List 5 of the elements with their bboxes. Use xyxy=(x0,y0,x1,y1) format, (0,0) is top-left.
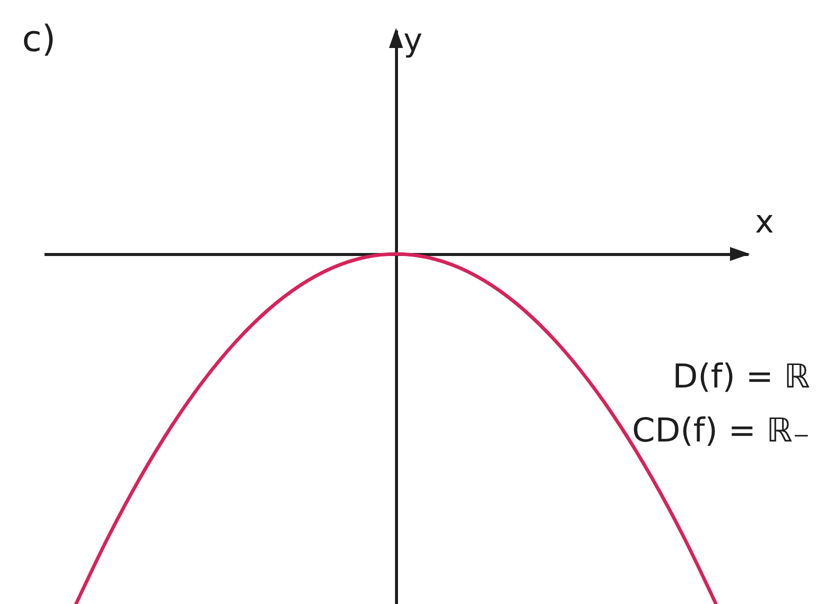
annotation: CD(f) = ℝ₋ xyxy=(632,410,810,450)
text: y xyxy=(404,21,422,59)
annotation: D(f) = ℝ xyxy=(672,356,810,396)
x-axis-title: x xyxy=(755,202,774,240)
chart-title: c) xyxy=(22,19,56,60)
